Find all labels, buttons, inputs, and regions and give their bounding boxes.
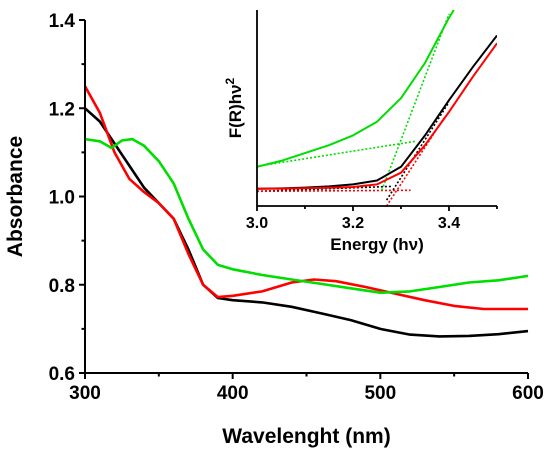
inset-x-axis-title: Energy (hν) xyxy=(330,235,424,254)
inset-tangent-line-1 xyxy=(257,185,392,193)
x-tick-label: 600 xyxy=(512,383,544,404)
inset-tangent-line-2 xyxy=(385,101,450,201)
y-tick-label: 0.6 xyxy=(49,364,75,385)
inset-tangent-line-5 xyxy=(266,140,416,166)
inset-tangent-line-4 xyxy=(385,117,445,206)
inset-y-axis-title: F(R)hν2 xyxy=(223,77,245,138)
x-axis-title: Wavelenght (nm) xyxy=(222,425,390,448)
inset-x-tick-label: 3.0 xyxy=(246,215,268,232)
inset-tangent-line-3 xyxy=(257,189,411,193)
main-chart: 300 400 500 600 0.6 0.8 1.0 1.2 1.4 Wavelenght (n… xyxy=(4,11,544,448)
y-axis-title: Absorbance xyxy=(4,136,27,257)
x-tick-label: 500 xyxy=(364,383,396,404)
y-tick-label: 1.4 xyxy=(49,11,76,32)
y-tick-label: 1.2 xyxy=(49,99,75,120)
inset-y-axis-title-superscript: 2 xyxy=(223,77,237,84)
x-tick-label: 300 xyxy=(69,383,101,404)
x-tick-label: 400 xyxy=(217,383,249,404)
inset-y-axis-title-base: F(R)hν xyxy=(226,84,245,138)
main-series-line-1 xyxy=(84,107,529,338)
inset-chart: 3.0 3.2 3.4 Energy (hν) F(R)hν2 xyxy=(223,10,498,254)
inset-plot-area xyxy=(257,10,497,206)
inset-tangent-line-6 xyxy=(381,13,450,191)
inset-x-tick-label: 3.2 xyxy=(342,215,364,232)
inset-series-line-3 xyxy=(257,10,455,168)
inset-series-line-2 xyxy=(257,42,497,190)
y-tick-label: 1.0 xyxy=(49,188,75,209)
inset-x-tick-label: 3.4 xyxy=(438,215,460,232)
inset-background xyxy=(257,10,497,206)
main-series-line-3 xyxy=(84,137,529,294)
main-series-line-2 xyxy=(83,85,528,311)
y-tick-label: 0.8 xyxy=(49,276,75,297)
